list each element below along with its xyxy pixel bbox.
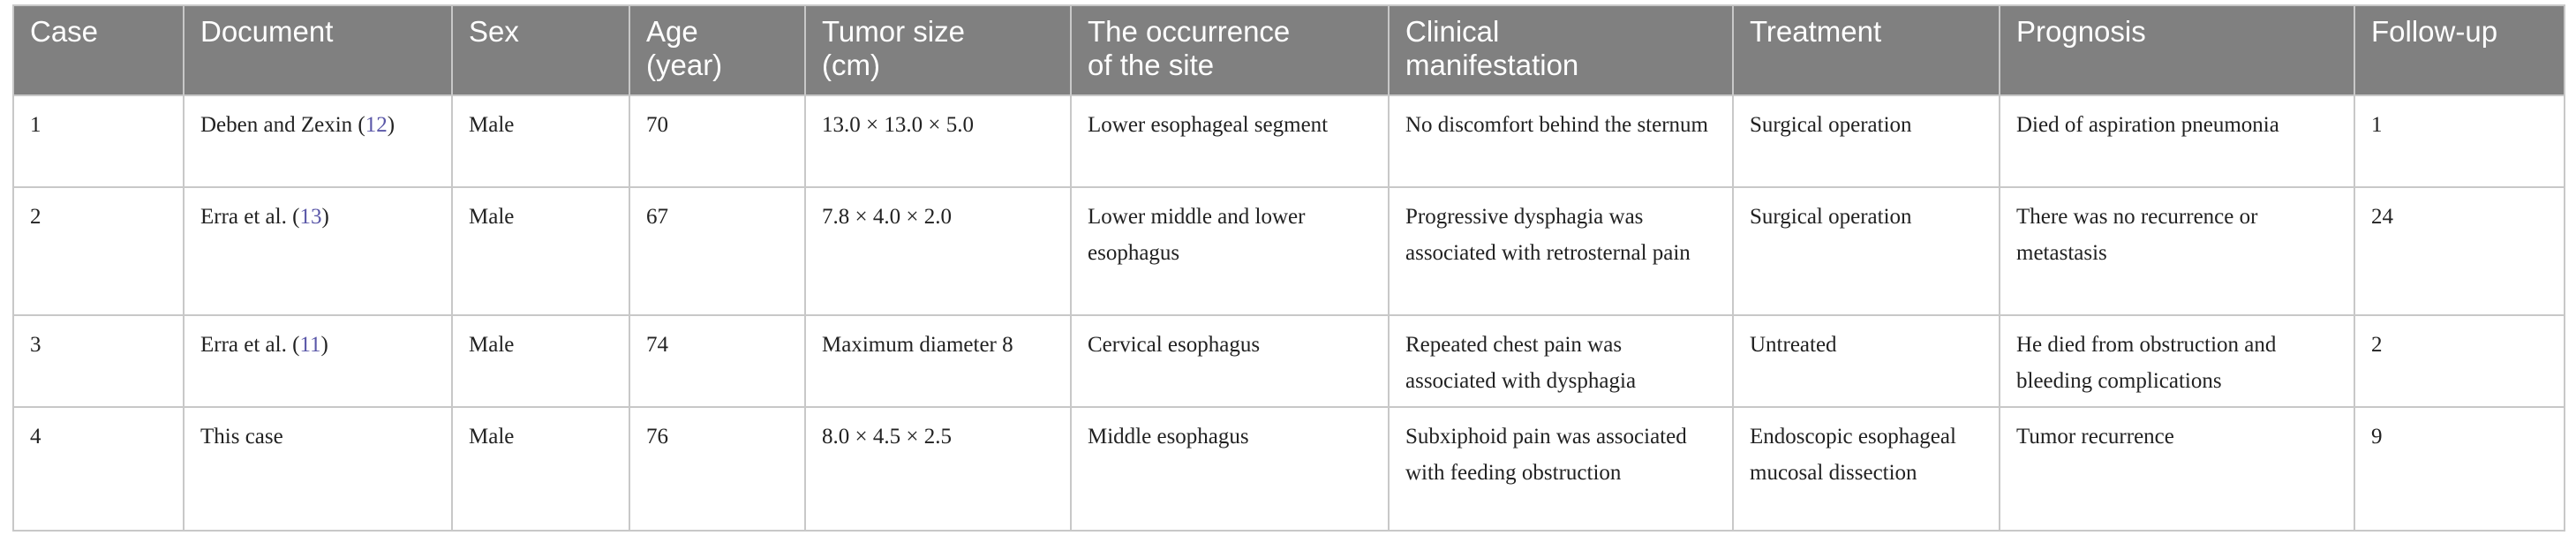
table-cell: Repeated chest pain was associated with …: [1388, 314, 1734, 408]
table-row: 3 Erra et al. (11) Male 74 Maximum diameter …: [12, 314, 2565, 408]
citation[interactable]: 12: [365, 113, 388, 137]
table-cell: 76: [629, 406, 806, 532]
table-cell: Untreated: [1732, 314, 2000, 408]
header-cell: Follow-up: [2354, 4, 2565, 96]
table-cell: 1: [2354, 94, 2565, 188]
header-cell: Document: [183, 4, 453, 96]
header-cell: Prognosis: [1999, 4, 2355, 96]
header-cell: Sex: [451, 4, 630, 96]
table-cell: Surgical operation: [1732, 94, 2000, 188]
table-cell: 9: [2354, 406, 2565, 532]
table-cell: 13.0 × 13.0 × 5.0: [804, 94, 1072, 188]
table-row: 4 This case Male 76 8.0 × 4.5 × 2.5 Middle es…: [12, 406, 2565, 532]
table-cell: Died of aspiration pneumonia: [1999, 94, 2355, 188]
table-cell: 8.0 × 4.5 × 2.5: [804, 406, 1072, 532]
table-cell: Erra et al. (13): [183, 186, 453, 316]
citation[interactable]: 13: [299, 205, 322, 229]
table-cell: 4: [12, 406, 185, 532]
table-row: 1 Deben and Zexin (12) Male 70 13.0 × 13.0 ×…: [12, 94, 2565, 188]
table-cell: Middle esophagus: [1070, 406, 1390, 532]
header-cell: Treatment: [1732, 4, 2000, 96]
table-cell: Maximum diameter 8: [804, 314, 1072, 408]
table-cell: Male: [451, 314, 630, 408]
table-cell: 70: [629, 94, 806, 188]
table-cell: 24: [2354, 186, 2565, 316]
table-cell: 7.8 × 4.0 × 2.0: [804, 186, 1072, 316]
table-cell: 3: [12, 314, 185, 408]
citation[interactable]: 11: [299, 333, 321, 357]
table-cell: 2: [2354, 314, 2565, 408]
table-cell: No discomfort behind the sternum: [1388, 94, 1734, 188]
table-cell: Tumor recurrence: [1999, 406, 2355, 532]
table-cell: Male: [451, 186, 630, 316]
table-cell: Lower middle and lower esophagus: [1070, 186, 1390, 316]
table-cell: Erra et al. (11): [183, 314, 453, 408]
table-cell: Subxiphoid pain was associated with feed…: [1388, 406, 1734, 532]
table-cell: Cervical esophagus: [1070, 314, 1390, 408]
table-cell: Male: [451, 406, 630, 532]
header-cell: Clinical manifestation: [1388, 4, 1734, 96]
table-cell: Deben and Zexin (12): [183, 94, 453, 188]
table-cell: He died from obstruction and bleeding co…: [1999, 314, 2355, 408]
table-body: 1 Deben and Zexin (12) Male 70 13.0 × 13.0 ×…: [12, 94, 2565, 532]
table-cell: Surgical operation: [1732, 186, 2000, 316]
header-row: Case Document Sex Age (year) Tumor size (cm)…: [12, 4, 2565, 96]
table-cell: 2: [12, 186, 185, 316]
table-cell: 1: [12, 94, 185, 188]
table-cell: 67: [629, 186, 806, 316]
table-cell: 74: [629, 314, 806, 408]
header-cell: Age (year): [629, 4, 806, 96]
table-row: 2 Erra et al. (13) Male 67 7.8 × 4.0 × 2.0 Lo…: [12, 186, 2565, 316]
table-cell: Lower esophageal segment: [1070, 94, 1390, 188]
table-cell: Progressive dysphagia was associated wit…: [1388, 186, 1734, 316]
table-cell: Male: [451, 94, 630, 188]
header-cell: Case: [12, 4, 185, 96]
table-cell: Endoscopic esophageal mucosal dissection: [1732, 406, 2000, 532]
header-cell: The occurrence of the site: [1070, 4, 1390, 96]
header-cell: Tumor size (cm): [804, 4, 1072, 96]
data-table: Case Document Sex Age (year) Tumor size (cm)…: [12, 4, 2565, 532]
table-cell: There was no recurrence or metastasis: [1999, 186, 2355, 316]
table-cell: This case: [183, 406, 453, 532]
